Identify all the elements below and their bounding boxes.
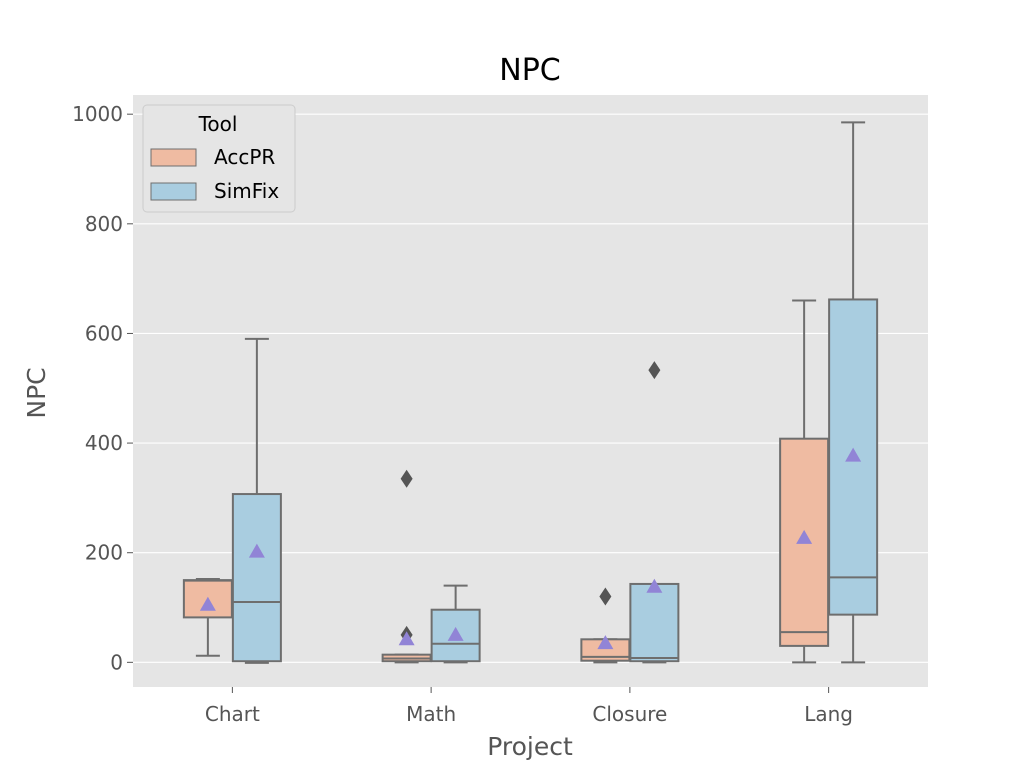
mean-marker: [199, 596, 216, 611]
y-tick-label: 600: [85, 321, 123, 345]
y-axis-label: NPC: [22, 367, 51, 418]
outlier-point: [400, 469, 413, 488]
box-simfix-closure: [629, 361, 680, 664]
chart-title: NPC: [499, 53, 560, 88]
y-tick-label: 400: [85, 431, 123, 455]
box-simfix-chart: [231, 337, 282, 664]
y-tick-label: 200: [85, 541, 123, 565]
outlier-point: [599, 587, 612, 606]
mean-marker: [796, 529, 813, 544]
y-tick-label: 0: [110, 650, 123, 674]
legend-title: Tool: [198, 112, 238, 136]
box-iqr: [629, 582, 680, 663]
legend-swatch-accpr: [150, 148, 197, 167]
mean-marker: [248, 543, 265, 558]
y-tick-label: 800: [85, 212, 123, 236]
x-tick-label: Lang: [804, 702, 853, 726]
y-tick-label: 1000: [72, 102, 123, 126]
box-accpr-lang: [779, 299, 830, 664]
x-tick-label: Math: [406, 702, 456, 726]
outlier-point: [648, 361, 661, 380]
x-axis-label: Project: [487, 732, 573, 761]
box-simfix-math: [430, 584, 481, 664]
mean-marker: [398, 631, 415, 646]
axis-ticks: 0 200 400 600 800 1000 Chart Math Closure Lang: [72, 102, 853, 726]
x-tick-label: Closure: [592, 702, 667, 726]
box-accpr-closure: [580, 587, 631, 664]
box-groups: [182, 121, 879, 664]
legend: Tool AccPR SimFix: [142, 104, 296, 213]
legend-label-accpr: AccPR: [214, 145, 275, 169]
mean-marker: [646, 578, 663, 593]
mean-marker: [597, 635, 614, 650]
mean-marker: [845, 447, 862, 462]
x-tick-label: Chart: [205, 702, 260, 726]
legend-swatch-simfix: [150, 182, 197, 201]
legend-label-simfix: SimFix: [214, 179, 279, 203]
box-iqr: [231, 493, 282, 663]
mean-marker: [447, 626, 464, 641]
box-simfix-lang: [828, 121, 879, 664]
